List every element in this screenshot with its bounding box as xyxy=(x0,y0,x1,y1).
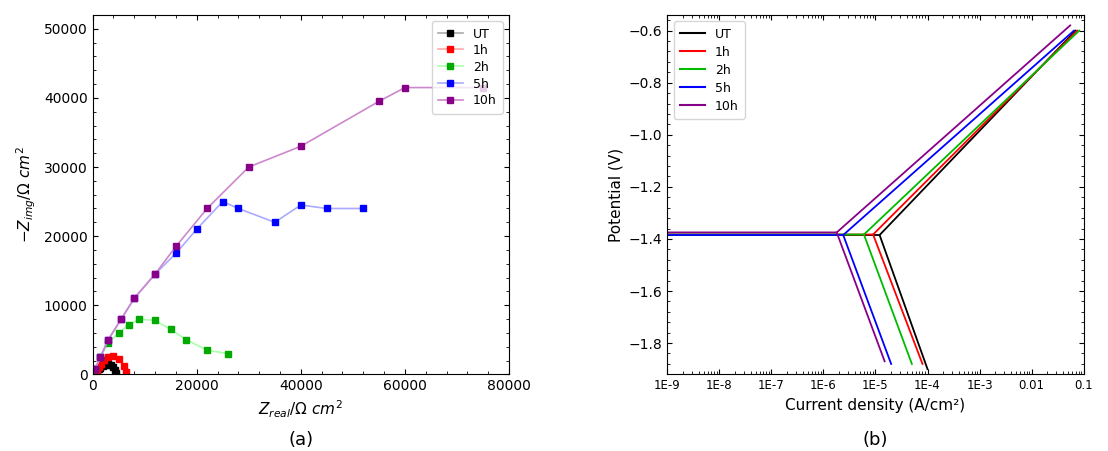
UT xyxy=(89,370,102,375)
2h xyxy=(133,316,146,322)
5h xyxy=(102,337,115,342)
Legend: UT, 1h, 2h, 5h, 10h: UT, 1h, 2h, 5h, 10h xyxy=(674,21,745,119)
Title: (b): (b) xyxy=(863,431,889,449)
5h xyxy=(127,295,141,301)
5h xyxy=(191,226,204,232)
5h xyxy=(94,354,107,360)
5h xyxy=(216,199,229,204)
5h xyxy=(89,366,102,372)
1h xyxy=(94,361,107,367)
10h xyxy=(476,85,490,90)
UT xyxy=(96,364,110,369)
1h xyxy=(112,356,125,362)
5h xyxy=(294,202,307,208)
Legend: UT, 1h, 2h, 5h, 10h: UT, 1h, 2h, 5h, 10h xyxy=(431,21,503,114)
10h xyxy=(372,99,386,104)
1h xyxy=(106,354,120,359)
2h xyxy=(164,327,177,332)
1h xyxy=(92,365,105,370)
1h xyxy=(89,369,102,375)
1h xyxy=(88,371,101,376)
Line: 1h: 1h xyxy=(91,353,130,377)
Line: 2h: 2h xyxy=(92,316,232,372)
2h xyxy=(122,322,135,327)
Line: 5h: 5h xyxy=(92,198,367,372)
UT xyxy=(102,362,115,367)
2h xyxy=(179,337,193,342)
UT xyxy=(91,368,104,374)
2h xyxy=(89,366,102,372)
5h xyxy=(232,206,245,211)
1h xyxy=(120,369,133,375)
UT xyxy=(99,362,112,368)
10h xyxy=(243,164,256,170)
10h xyxy=(114,316,127,322)
1h xyxy=(102,354,115,360)
5h xyxy=(170,251,183,256)
10h xyxy=(170,244,183,249)
Y-axis label: Potential (V): Potential (V) xyxy=(608,147,623,242)
1h xyxy=(91,368,104,373)
UT xyxy=(104,362,117,368)
UT xyxy=(110,370,123,376)
10h xyxy=(294,143,307,149)
1h xyxy=(98,357,111,363)
X-axis label: $Z_{real}$/$\Omega\ cm^2$: $Z_{real}$/$\Omega\ cm^2$ xyxy=(258,399,343,420)
UT xyxy=(106,365,120,370)
UT xyxy=(94,365,107,371)
2h xyxy=(94,354,107,360)
10h xyxy=(127,295,141,301)
5h xyxy=(148,272,162,277)
5h xyxy=(357,206,370,211)
10h xyxy=(89,366,102,372)
Title: (a): (a) xyxy=(288,431,314,449)
2h xyxy=(222,351,235,356)
10h xyxy=(201,206,214,211)
10h xyxy=(102,337,115,342)
2h xyxy=(102,341,115,346)
X-axis label: Current density (A/cm²): Current density (A/cm²) xyxy=(786,398,965,413)
2h xyxy=(201,347,214,353)
10h xyxy=(148,272,162,277)
UT xyxy=(92,367,105,372)
Line: 10h: 10h xyxy=(92,84,486,372)
UT xyxy=(88,371,101,376)
5h xyxy=(114,316,127,322)
2h xyxy=(112,330,125,336)
5h xyxy=(268,220,281,225)
Line: UT: UT xyxy=(91,361,120,377)
10h xyxy=(398,85,411,90)
1h xyxy=(117,364,131,369)
10h xyxy=(94,354,107,360)
2h xyxy=(148,318,162,323)
5h xyxy=(320,206,334,211)
UT xyxy=(109,368,122,373)
Y-axis label: $-Z_{img}$/$\Omega\ cm^2$: $-Z_{img}$/$\Omega\ cm^2$ xyxy=(16,146,39,243)
